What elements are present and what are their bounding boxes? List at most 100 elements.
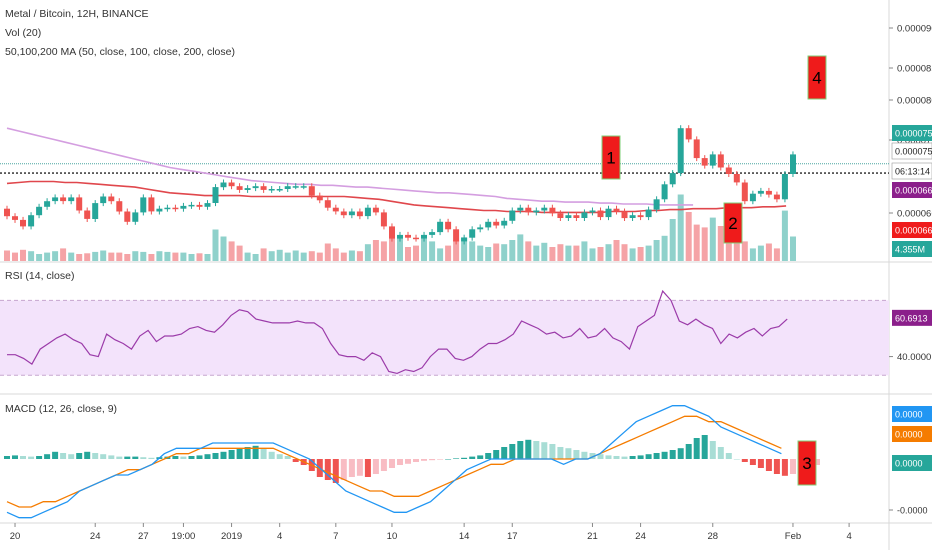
volume-bar [300, 252, 307, 261]
volume-bar [60, 248, 67, 261]
macd-histogram-bar [533, 441, 540, 459]
volume-bar [493, 243, 500, 261]
price-tag [892, 241, 932, 257]
candle [501, 220, 508, 226]
macd-histogram-bar [653, 453, 660, 459]
macd-histogram-bar [445, 459, 452, 460]
candle [348, 211, 355, 216]
time-tick-label: 24 [635, 531, 646, 542]
candle [413, 237, 419, 240]
volume-bar [12, 252, 18, 261]
volume-bar [541, 242, 548, 261]
candle [661, 184, 668, 200]
volume-bar [653, 240, 660, 261]
candle [236, 186, 243, 190]
volume-bar [92, 251, 99, 261]
candle [108, 196, 115, 202]
time-tick-label: 20 [10, 531, 21, 542]
macd-histogram-bar [60, 453, 67, 459]
volume-bar [156, 251, 163, 261]
candle [116, 201, 123, 212]
volume-bar [268, 251, 275, 261]
macd-histogram-bar [76, 453, 83, 459]
volume-bar [685, 212, 692, 261]
candle [397, 234, 403, 239]
macd-histogram-bar [389, 459, 395, 468]
candle [757, 190, 764, 194]
macd-histogram-bar [180, 456, 187, 459]
macd-histogram-bar [517, 441, 524, 459]
price-tag-label: 0.0000666 [895, 226, 932, 236]
ma-legend: 50,100,200 MA (50, close, 100, close, 20… [5, 46, 235, 58]
volume-bar [236, 245, 243, 261]
candle [701, 158, 708, 166]
volume-bar [677, 194, 684, 261]
candle [244, 188, 251, 190]
macd-histogram-bar [196, 455, 203, 459]
candle [637, 215, 644, 218]
volume-bar [116, 252, 123, 261]
macd-histogram-bar [116, 456, 123, 459]
time-tick-label: 24 [90, 531, 101, 542]
macd-histogram-bar [509, 444, 516, 459]
volume-bar [389, 229, 395, 261]
candle [645, 209, 652, 218]
candle [589, 210, 596, 213]
macd-histogram-bar [268, 451, 275, 459]
volume-bar [212, 229, 219, 261]
volume-bar [68, 252, 75, 261]
annotation-label: 4 [812, 69, 821, 88]
volume-bar [733, 235, 740, 261]
candle [356, 211, 363, 217]
macd-histogram-bar [573, 450, 580, 459]
macd-histogram-bar [773, 459, 780, 474]
volume-bar [292, 250, 299, 261]
macd-histogram-bar [693, 438, 700, 459]
volume-bar [172, 252, 179, 261]
candle [300, 186, 307, 188]
candle [220, 182, 227, 188]
time-tick-label: 4 [277, 531, 282, 542]
rsi-value-label: 60.6913 [895, 313, 928, 323]
candle [453, 229, 460, 242]
macd-histogram-bar [645, 454, 652, 459]
candle [180, 205, 187, 209]
macd-value-tag [892, 406, 932, 422]
volume-bar [597, 247, 604, 261]
macd-histogram-bar [380, 459, 387, 471]
candle [725, 167, 732, 174]
candle [709, 154, 716, 166]
volume-bar [557, 244, 564, 261]
macd-histogram-bar [348, 459, 355, 477]
volume-bar [76, 254, 83, 261]
candle [573, 215, 580, 218]
volume-bar [308, 251, 315, 261]
candle [461, 237, 468, 242]
volume-bar [533, 245, 540, 261]
candle [148, 197, 155, 212]
macd-histogram-bar [413, 459, 419, 462]
rsi-legend: RSI (14, close) [5, 270, 75, 282]
candle [268, 189, 275, 191]
volume-bar [693, 224, 700, 261]
macd-histogram-bar [765, 459, 772, 471]
macd-histogram-bar [100, 454, 107, 459]
candle [20, 219, 26, 227]
macd-value-label: 0.0000 [895, 410, 923, 420]
macd-histogram-bar [709, 441, 716, 459]
price-tag-label: 4.355M [895, 245, 925, 255]
macd-histogram-bar [477, 455, 484, 459]
volume-bar [629, 248, 636, 261]
volume-legend: Vol (20) [5, 27, 42, 39]
volume-bar [44, 252, 51, 261]
volume-bar [421, 238, 427, 261]
macd-histogram-bar [372, 459, 379, 474]
macd-histogram-bar [621, 456, 628, 459]
rsi-line [7, 289, 788, 375]
macd-histogram-bar [292, 459, 299, 462]
macd-histogram-bar [701, 435, 708, 459]
candle [429, 232, 436, 235]
price-tag [892, 182, 932, 198]
candle [84, 210, 91, 219]
